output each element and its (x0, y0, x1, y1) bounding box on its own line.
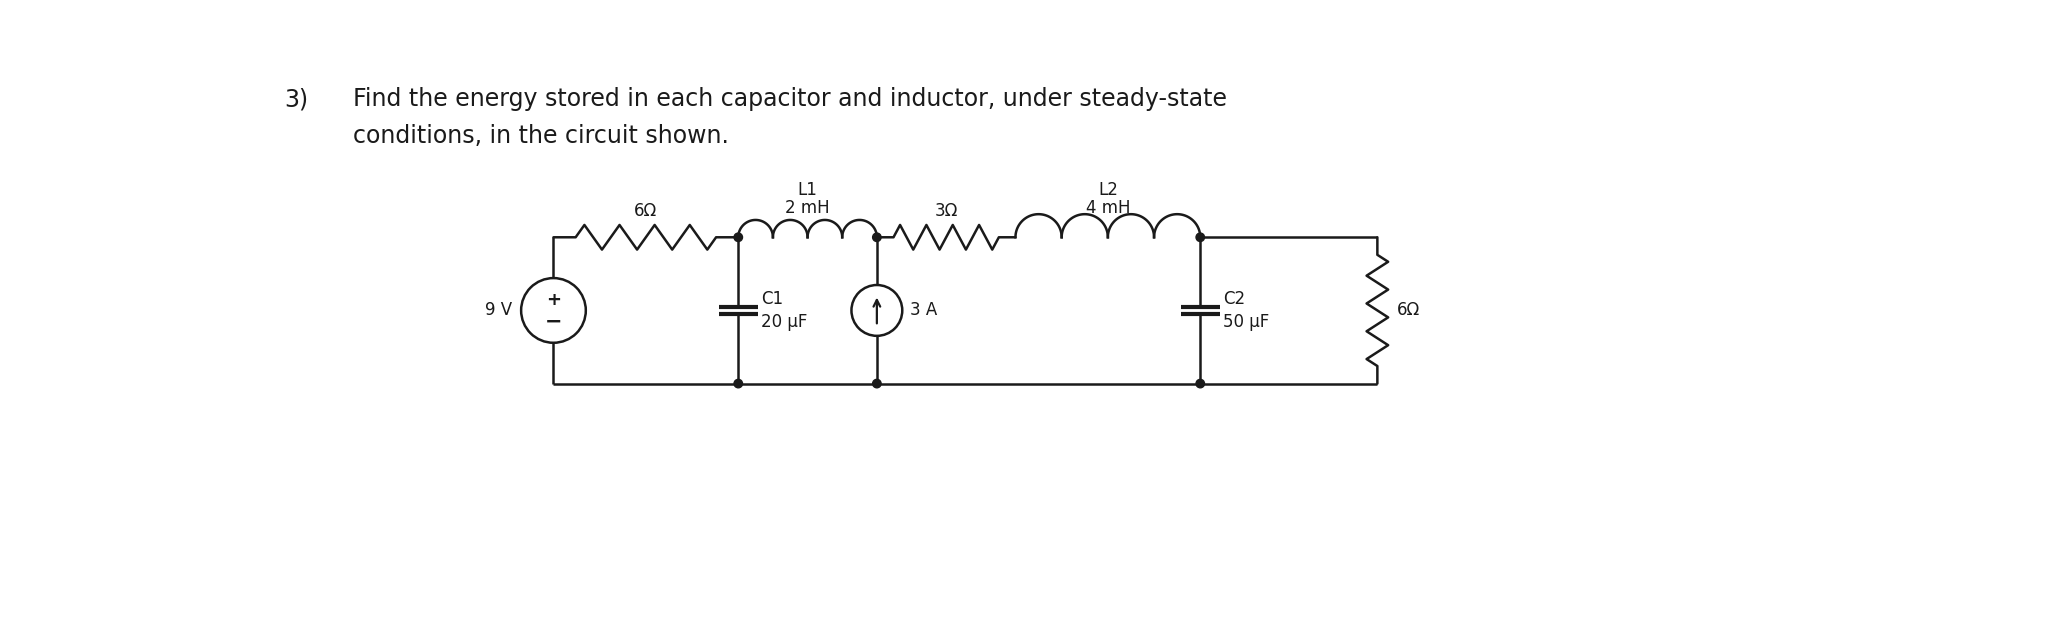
Circle shape (874, 379, 882, 388)
Text: +: + (546, 291, 561, 309)
Circle shape (1197, 379, 1205, 388)
Text: 3 A: 3 A (910, 302, 937, 320)
Text: Find the energy stored in each capacitor and inductor, under steady-state: Find the energy stored in each capacitor… (354, 87, 1228, 111)
Text: conditions, in the circuit shown.: conditions, in the circuit shown. (354, 124, 728, 148)
Text: 6Ω: 6Ω (634, 202, 657, 220)
Text: 4 mH: 4 mH (1086, 199, 1129, 217)
Circle shape (1197, 233, 1205, 241)
Circle shape (735, 379, 743, 388)
Text: L1: L1 (798, 181, 818, 199)
Text: 20 μF: 20 μF (761, 313, 808, 331)
Circle shape (874, 233, 882, 241)
Text: C2: C2 (1224, 290, 1246, 308)
Text: −: − (544, 312, 563, 332)
Text: 50 μF: 50 μF (1224, 313, 1271, 331)
Text: 3Ω: 3Ω (935, 202, 958, 220)
Text: 3): 3) (284, 87, 309, 111)
Circle shape (735, 233, 743, 241)
Text: 9 V: 9 V (485, 302, 512, 320)
Text: C1: C1 (761, 290, 784, 308)
Text: 2 mH: 2 mH (786, 199, 831, 217)
Text: L2: L2 (1099, 181, 1117, 199)
Text: 6Ω: 6Ω (1397, 302, 1420, 320)
